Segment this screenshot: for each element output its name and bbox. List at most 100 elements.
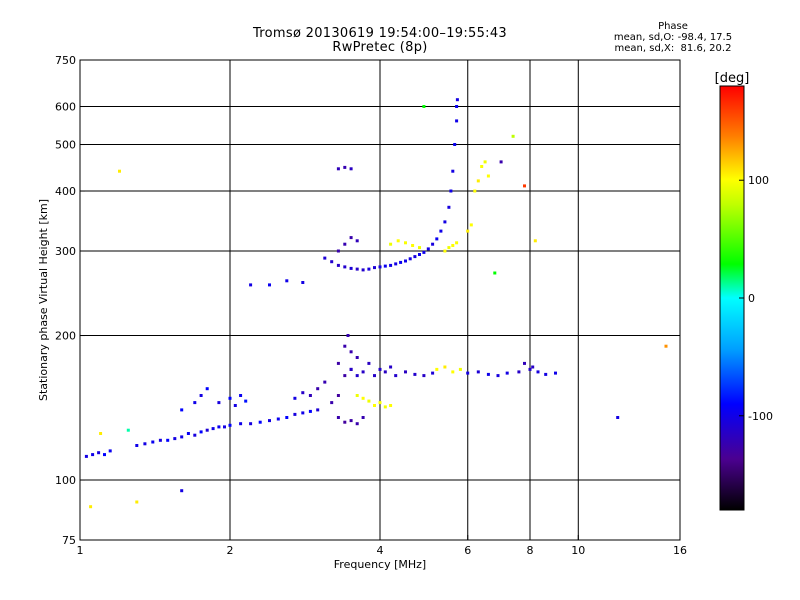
y-tick-label: 750 bbox=[55, 54, 76, 67]
data-point bbox=[199, 394, 203, 397]
data-point bbox=[373, 404, 376, 407]
x-axis-label: Frequency [MHz] bbox=[334, 558, 426, 571]
data-point bbox=[389, 263, 393, 267]
data-point bbox=[343, 344, 347, 348]
data-point bbox=[355, 394, 359, 397]
y-tick-label: 300 bbox=[55, 245, 76, 258]
x-tick-label: 8 bbox=[527, 544, 534, 557]
y-tick-label: 75 bbox=[62, 534, 76, 547]
data-point bbox=[135, 444, 139, 447]
data-point bbox=[330, 260, 334, 264]
data-point bbox=[151, 440, 155, 444]
data-point bbox=[443, 249, 447, 253]
colorbar-tick-label: 0 bbox=[748, 292, 755, 305]
data-point bbox=[383, 405, 387, 409]
data-point bbox=[451, 169, 455, 173]
data-point bbox=[180, 408, 184, 412]
data-point bbox=[439, 229, 443, 233]
data-point bbox=[531, 365, 535, 369]
data-point bbox=[336, 167, 340, 171]
data-point bbox=[205, 428, 209, 432]
phase-stats-x: mean, sd,X: 81.6, 20.2 bbox=[614, 43, 732, 54]
y-axis-label: Stationary phase Virtual Height [km] bbox=[37, 199, 50, 401]
data-point bbox=[411, 244, 415, 247]
data-point bbox=[367, 399, 371, 403]
data-point bbox=[422, 250, 426, 254]
y-tick-label: 500 bbox=[55, 139, 76, 152]
data-point bbox=[336, 361, 340, 365]
data-point bbox=[361, 370, 365, 374]
x-tick-label: 6 bbox=[464, 544, 471, 557]
data-point bbox=[349, 419, 353, 423]
data-point bbox=[361, 268, 365, 272]
data-point bbox=[536, 370, 540, 374]
data-point bbox=[664, 344, 668, 348]
data-point bbox=[301, 391, 305, 395]
data-point bbox=[443, 365, 447, 369]
data-point bbox=[394, 262, 398, 266]
data-point bbox=[389, 242, 393, 246]
data-point bbox=[205, 387, 209, 391]
data-point bbox=[268, 419, 271, 423]
data-point bbox=[383, 370, 387, 374]
data-point bbox=[426, 247, 430, 251]
data-point bbox=[217, 401, 221, 405]
data-point bbox=[143, 442, 147, 446]
data-point bbox=[616, 416, 620, 419]
data-point bbox=[378, 265, 382, 269]
data-point bbox=[422, 105, 426, 108]
data-point bbox=[258, 420, 262, 424]
x-tick-label: 4 bbox=[377, 544, 384, 557]
data-point bbox=[458, 367, 462, 371]
data-point bbox=[193, 401, 197, 405]
data-point bbox=[91, 453, 95, 457]
data-point bbox=[453, 143, 457, 146]
data-point bbox=[422, 374, 426, 378]
data-point bbox=[89, 505, 93, 509]
data-point bbox=[435, 367, 439, 371]
data-point bbox=[249, 283, 253, 287]
colorbar-tick-label: -100 bbox=[748, 410, 773, 423]
data-point bbox=[323, 380, 327, 384]
data-point bbox=[389, 365, 393, 369]
data-point bbox=[408, 257, 412, 261]
data-point bbox=[355, 422, 359, 426]
data-point bbox=[249, 422, 253, 426]
data-point bbox=[355, 267, 359, 271]
data-point bbox=[223, 425, 226, 429]
data-point bbox=[276, 417, 280, 421]
data-point bbox=[103, 453, 106, 457]
data-point bbox=[228, 423, 232, 427]
data-point bbox=[361, 416, 365, 419]
data-point bbox=[244, 399, 248, 403]
chart-subtitle: RwPretec (8p) bbox=[332, 40, 428, 55]
data-point bbox=[528, 367, 532, 371]
data-point bbox=[108, 449, 112, 453]
data-point bbox=[431, 371, 435, 375]
data-point bbox=[186, 432, 190, 435]
data-point bbox=[355, 374, 359, 378]
data-point bbox=[404, 370, 407, 374]
data-point bbox=[378, 367, 382, 371]
data-point bbox=[193, 433, 197, 437]
data-point bbox=[447, 205, 451, 209]
data-point bbox=[355, 356, 359, 359]
data-point bbox=[443, 220, 447, 224]
data-point bbox=[268, 283, 271, 287]
data-point bbox=[158, 438, 162, 442]
data-point bbox=[97, 451, 101, 455]
data-point bbox=[349, 236, 353, 240]
data-point bbox=[383, 264, 387, 268]
chart-title: Tromsø 20130619 19:54:00–19:55:43 bbox=[252, 26, 508, 41]
data-point bbox=[404, 241, 407, 245]
data-point bbox=[431, 242, 435, 246]
x-tick-label: 10 bbox=[571, 544, 585, 557]
data-point bbox=[413, 372, 417, 376]
data-point bbox=[480, 165, 484, 168]
data-point bbox=[135, 500, 139, 504]
data-point bbox=[118, 169, 121, 173]
data-point bbox=[301, 281, 305, 284]
data-point bbox=[451, 370, 455, 374]
data-point bbox=[346, 334, 350, 337]
data-point bbox=[476, 370, 480, 374]
